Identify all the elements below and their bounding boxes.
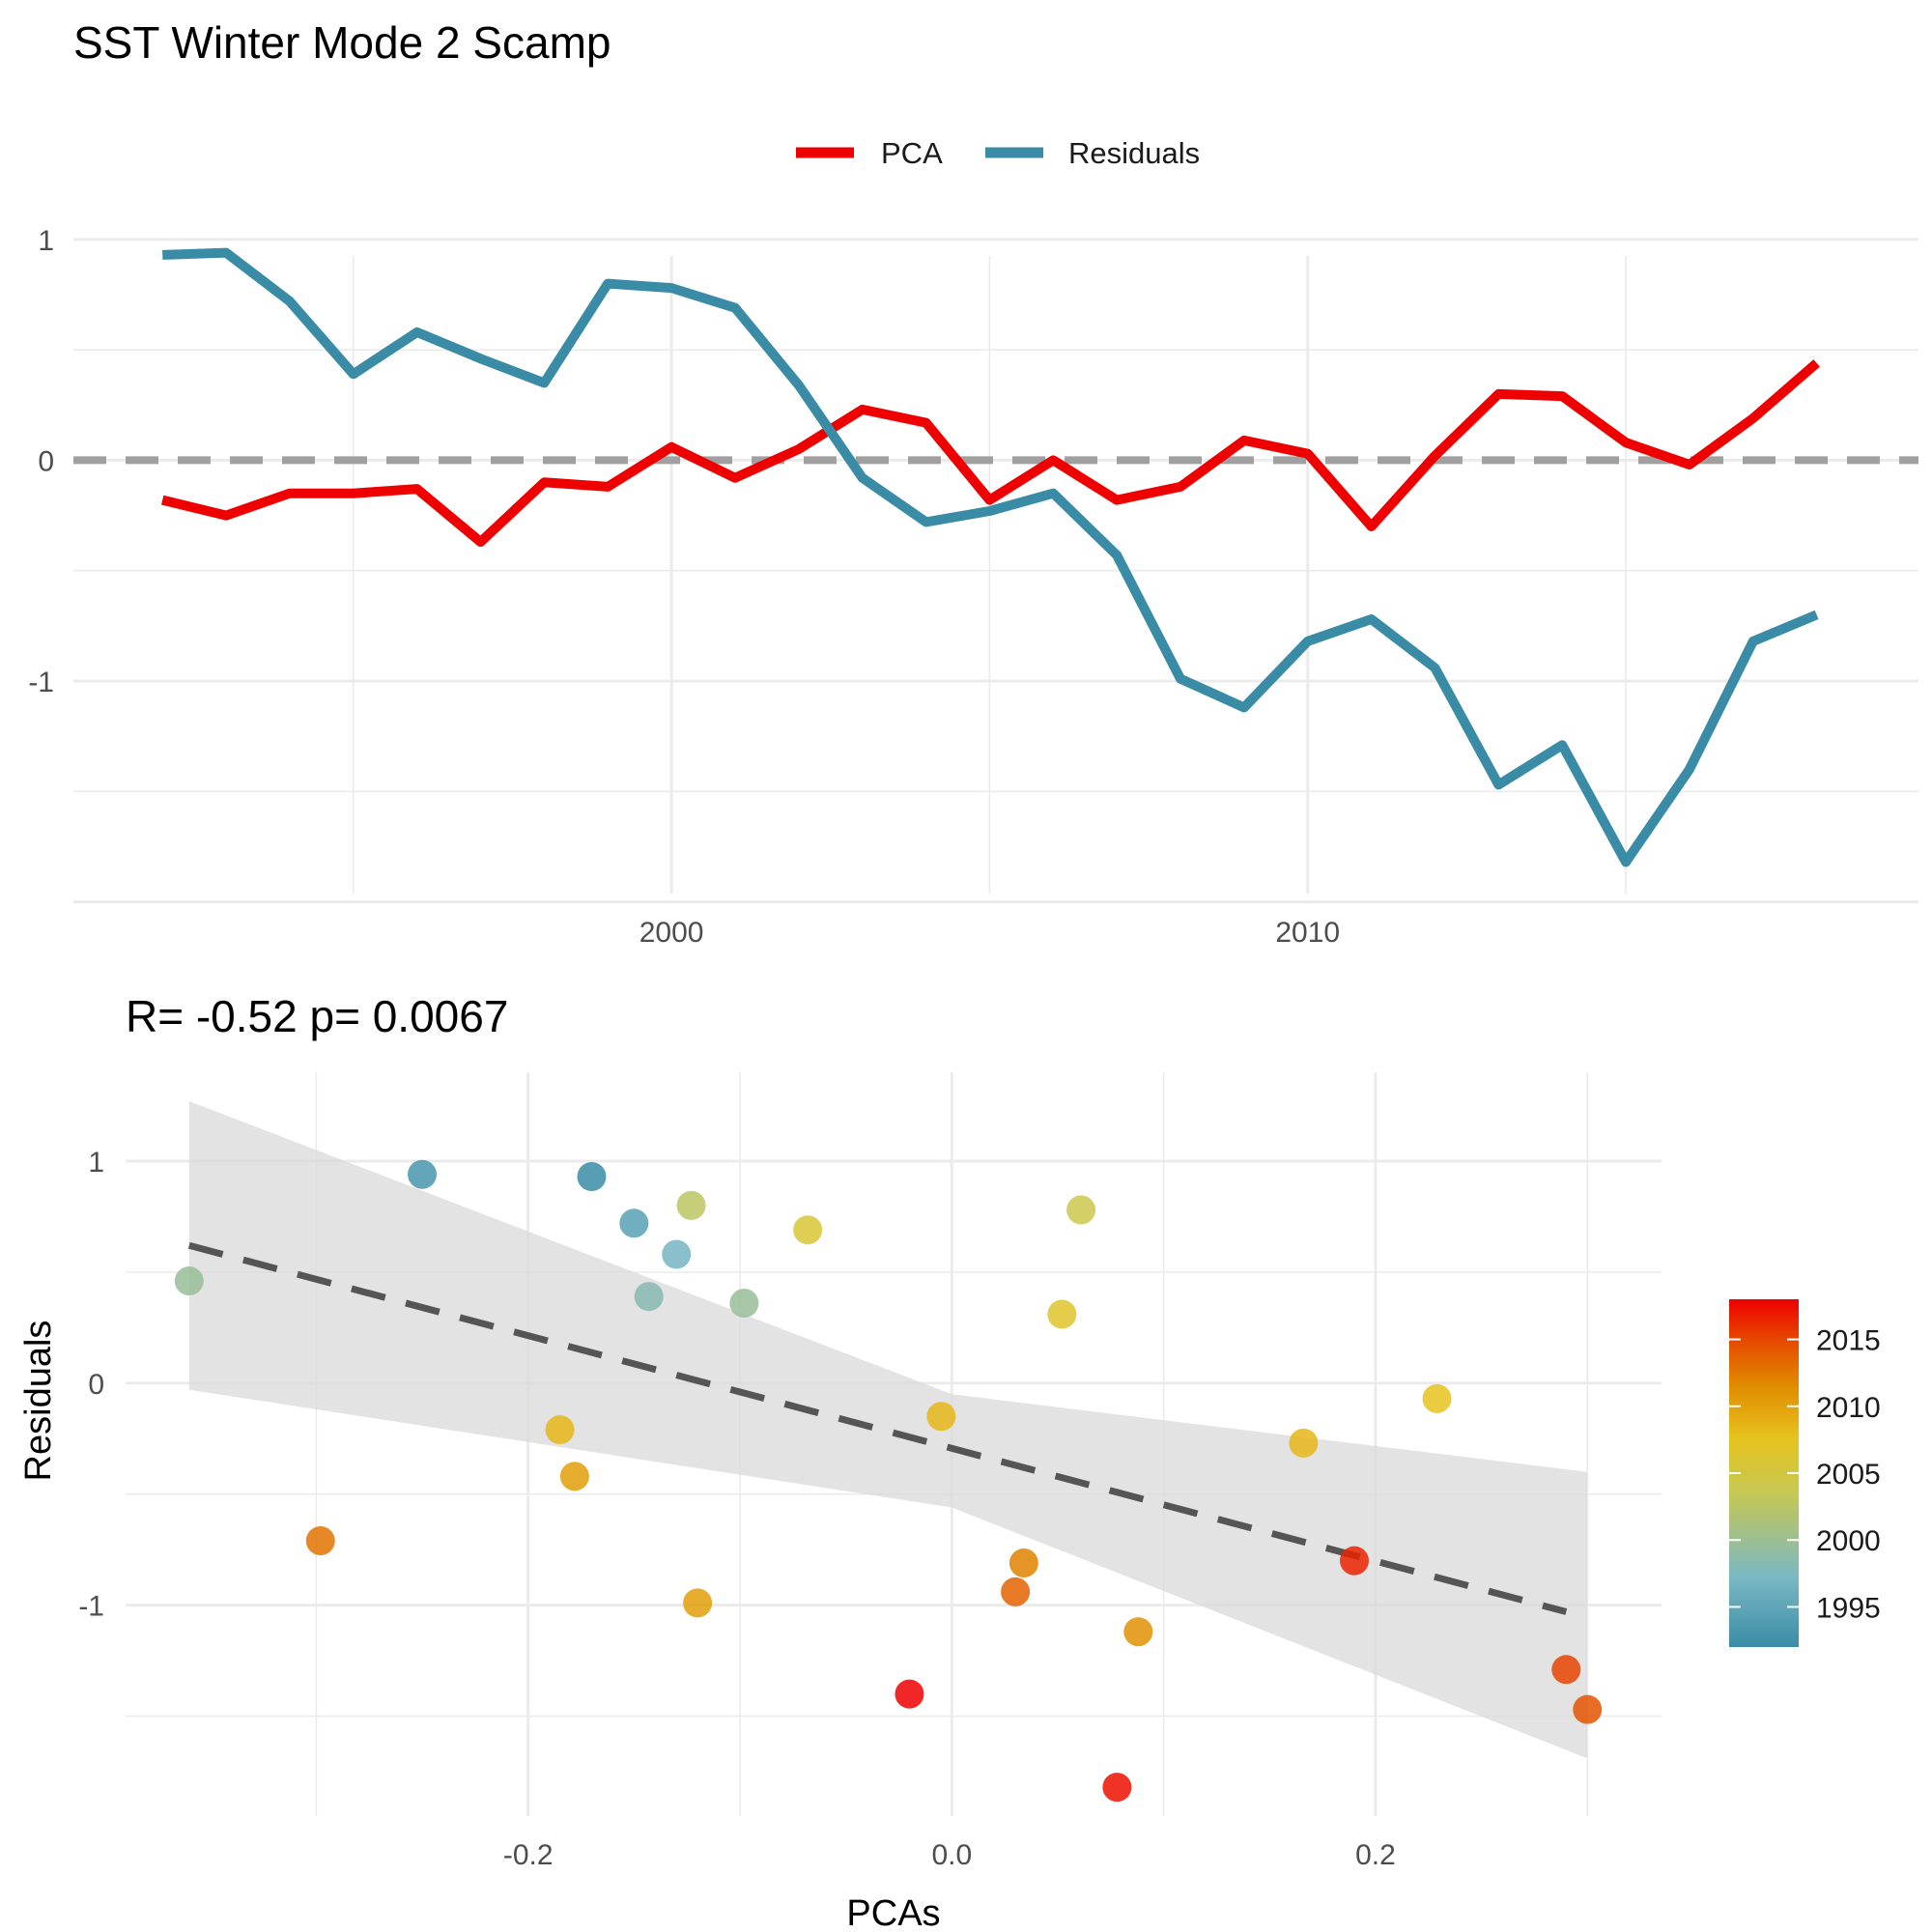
- y-tick-label: 0: [38, 445, 54, 477]
- scatter-point: [305, 1525, 335, 1555]
- page-title: SST Winter Mode 2 Scamp: [73, 17, 611, 68]
- y-axis-label: Residuals: [18, 1321, 59, 1482]
- series-line-pca: [161, 359, 1820, 547]
- colorbar-tick-label: 1995: [1816, 1592, 1881, 1624]
- scatter-point: [1340, 1546, 1369, 1576]
- x-tick-label: 0.2: [1355, 1839, 1396, 1871]
- scatter-point: [559, 1462, 589, 1492]
- scatter-point: [1009, 1548, 1038, 1577]
- y-tick-label: -1: [28, 667, 54, 698]
- scatter-point: [1066, 1195, 1096, 1225]
- scatter-point: [634, 1282, 664, 1312]
- colorbar: 1995 2000 2005 2010 2015: [1729, 1299, 1881, 1647]
- regression-line: [187, 1241, 1568, 1615]
- scatter-point: [619, 1208, 649, 1238]
- legend: PCA Residuals: [796, 136, 1200, 170]
- scatter-point: [545, 1415, 575, 1445]
- x-tick-label: -0.2: [503, 1839, 554, 1871]
- confidence-band: [188, 1100, 1588, 1759]
- colorbar-tick-label: 2015: [1816, 1325, 1881, 1357]
- scatter-point: [1102, 1773, 1132, 1803]
- x-tick-label: 2010: [1275, 917, 1340, 949]
- x-axis-label: PCAs: [846, 1893, 940, 1932]
- scatter-point: [729, 1289, 759, 1319]
- scatter-point: [895, 1679, 924, 1709]
- scatter-panel: -1 0 1 -0.2 0.0 0.2: [78, 1072, 1662, 1871]
- scatter-point: [926, 1402, 956, 1432]
- scatter-point: [174, 1266, 204, 1296]
- scatter-point: [793, 1215, 823, 1245]
- scatter-point: [676, 1190, 706, 1220]
- scatter-point: [1123, 1617, 1153, 1647]
- scatter-point: [1047, 1299, 1077, 1329]
- scatter-point: [662, 1239, 692, 1269]
- legend-label-residuals: Residuals: [1068, 136, 1200, 170]
- scatter-point: [1551, 1655, 1581, 1685]
- series-line-residuals: [162, 247, 1819, 867]
- scatter-point: [1001, 1577, 1031, 1606]
- y-tick-label: 1: [88, 1147, 104, 1179]
- colorbar-tick-label: 2005: [1816, 1459, 1881, 1491]
- scatter-point: [408, 1159, 438, 1189]
- scatter-title: R= -0.52 p= 0.0067: [126, 991, 508, 1041]
- y-tick-label: 1: [38, 225, 54, 257]
- time-series-panel: -1 0 1 2000 2010: [28, 225, 1918, 949]
- scatter-point: [683, 1588, 713, 1618]
- y-tick-label: 0: [88, 1369, 104, 1401]
- scatter-point: [1289, 1428, 1319, 1458]
- legend-label-pca: PCA: [881, 136, 943, 170]
- scatter-point: [577, 1162, 607, 1192]
- x-tick-label: 2000: [639, 917, 704, 949]
- scatter-point: [1573, 1694, 1603, 1724]
- colorbar-tick-label: 2000: [1816, 1525, 1881, 1557]
- scatter-point: [1422, 1383, 1452, 1413]
- colorbar-tick-label: 2010: [1816, 1392, 1881, 1424]
- x-tick-label: 0.0: [931, 1839, 972, 1871]
- y-tick-label: -1: [78, 1591, 104, 1623]
